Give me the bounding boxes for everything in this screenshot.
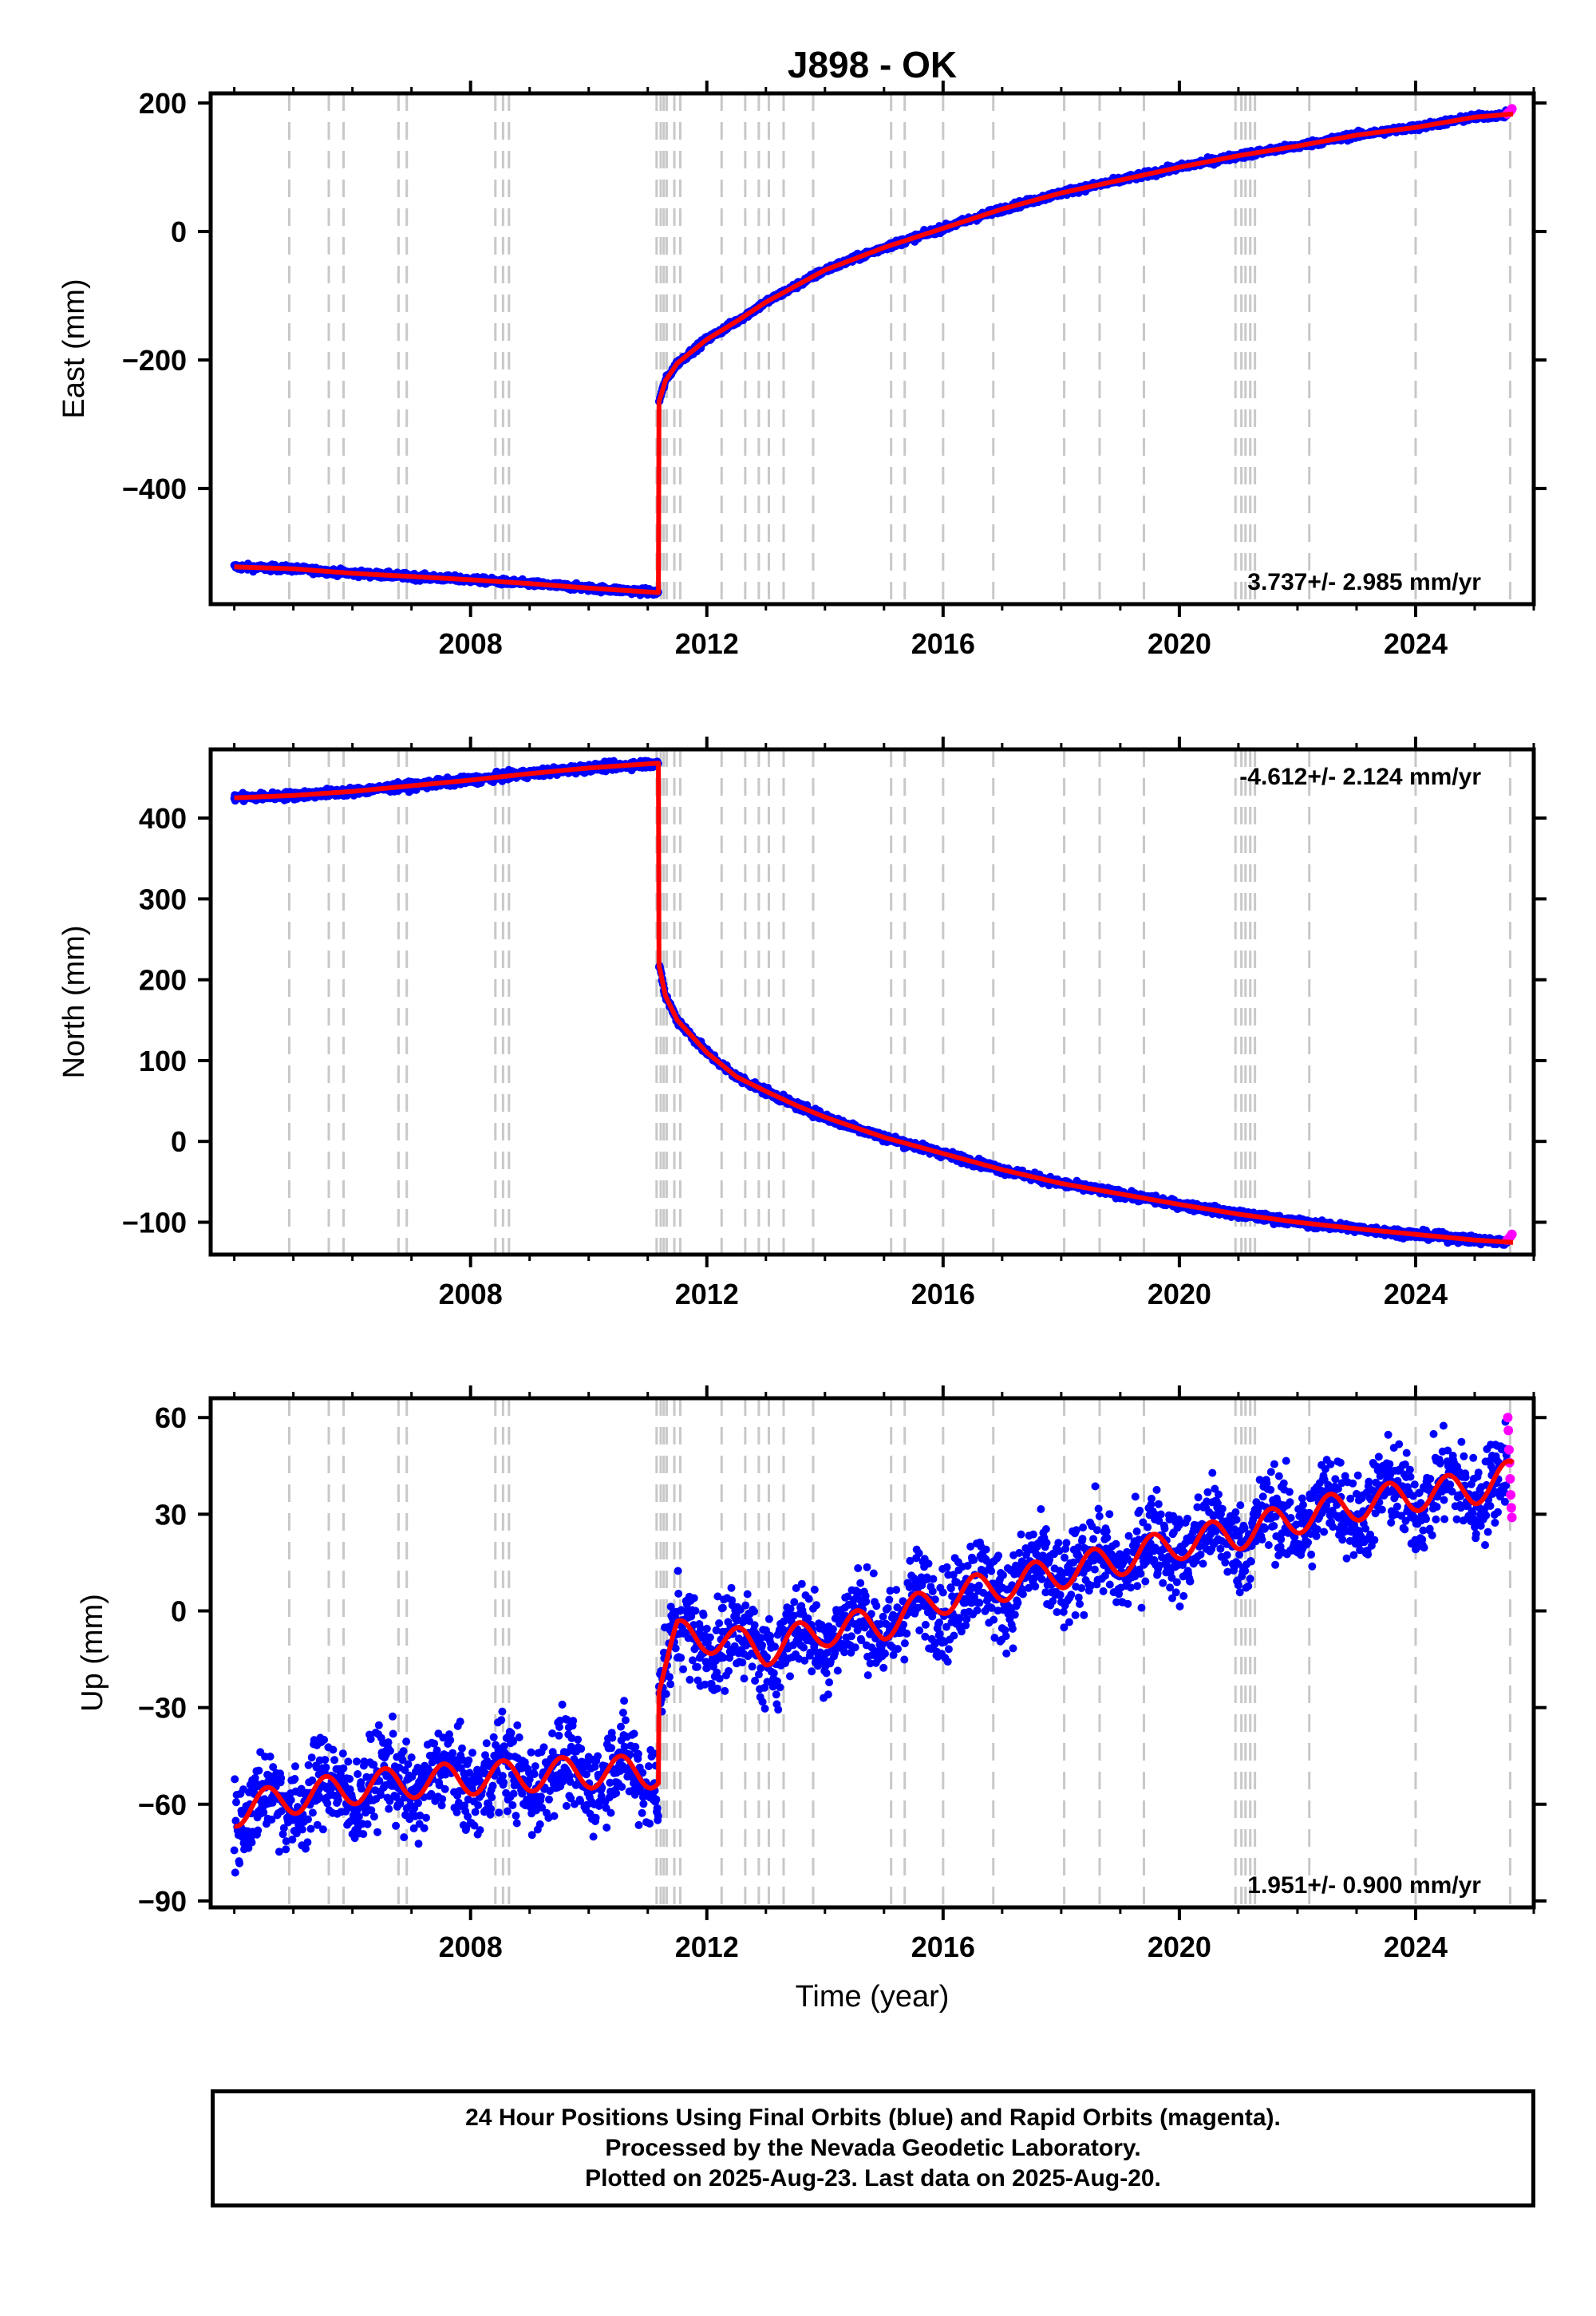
- plot-area-north: [230, 749, 1517, 1255]
- panel-east: 2008 2012 2016 2020 2024 200 0 −200 −400 East (mm…: [57, 81, 1547, 660]
- x-tick-label: 2024: [1384, 627, 1448, 660]
- plot-area-east: [230, 93, 1517, 604]
- chart-figure: J898 - OK 2008 2012 2016 2020 2024 200 0 −200 −4…: [57, 44, 1547, 2014]
- x-tick-label: 2020: [1148, 627, 1211, 660]
- model-line: [232, 111, 1515, 595]
- y-tick-label: 200: [139, 87, 187, 120]
- y-axis-label: East (mm): [57, 279, 91, 418]
- x-tick-label: 2012: [675, 627, 739, 660]
- y-tick-label: 0: [171, 215, 187, 248]
- chart-title: J898 - OK: [788, 44, 957, 85]
- panels: 2008 2012 2016 2020 2024 200 0 −200 −400 East (mm…: [57, 81, 1547, 1963]
- y-tick-label: −200: [122, 344, 187, 377]
- x-tick-label: 2008: [439, 627, 503, 660]
- rate-annotation: 3.737+/- 2.985 mm/yr: [1247, 569, 1481, 595]
- panel-north: 2008 2012 2016 2020 20244003002001000−100Nor…: [57, 737, 1547, 1310]
- y-tick-label: −400: [122, 472, 187, 505]
- x-tick-label: 2016: [911, 627, 975, 660]
- plot-frame: [208, 91, 1536, 607]
